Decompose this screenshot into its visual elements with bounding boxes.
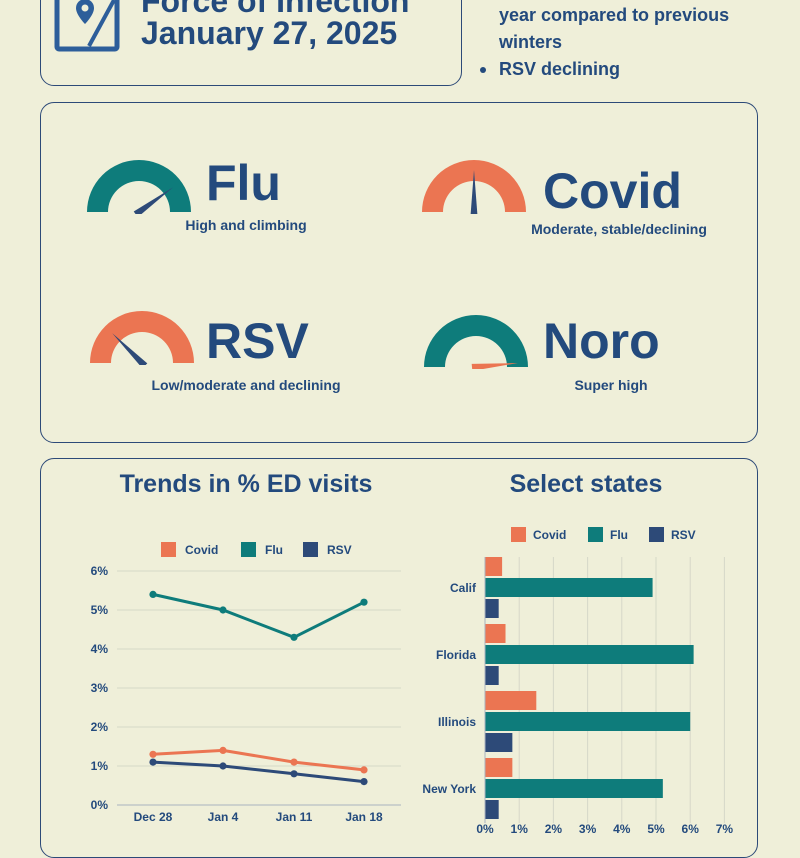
bar — [485, 758, 513, 777]
highlight-line: year compared to previous — [499, 5, 730, 25]
legend-label: Flu — [610, 528, 628, 542]
gauge-arc — [87, 160, 191, 212]
data-point — [290, 758, 298, 766]
legend-swatch — [241, 542, 256, 557]
gauge-panel: Flu High and climbing Covid Moderate, st… — [40, 102, 758, 443]
x-tick-label: Dec 28 — [134, 810, 173, 824]
y-tick-label: 5% — [91, 603, 109, 617]
data-point — [219, 762, 227, 770]
x-tick-label: 2% — [545, 822, 563, 834]
data-point — [149, 750, 157, 758]
page-title: Force of Infection — [141, 0, 410, 19]
rsv-description: Low/moderate and declining — [151, 377, 341, 393]
flu-description: High and climbing — [185, 217, 307, 233]
covid-label: Covid — [543, 163, 682, 219]
legend-swatch — [511, 527, 526, 542]
gauge-needle — [471, 363, 518, 369]
legend-label: Flu — [265, 543, 283, 557]
highlight-bullet: RSV declining — [480, 56, 780, 83]
data-point — [219, 606, 227, 614]
y-tick-label: 2% — [91, 720, 109, 734]
flu-label: Flu — [206, 155, 281, 211]
x-tick-label: 6% — [682, 822, 700, 834]
bar — [485, 599, 499, 618]
x-tick-label: 3% — [579, 822, 597, 834]
highlight-line: winters — [499, 32, 563, 52]
series-line — [152, 592, 365, 639]
x-tick-label: 7% — [716, 822, 734, 834]
x-tick-label: Jan 11 — [276, 810, 313, 824]
gauge-needle — [470, 170, 478, 214]
noro-description: Super high — [574, 377, 648, 393]
y-tick-label: 3% — [91, 681, 109, 695]
gauge-needle — [133, 187, 173, 214]
category-label: New York — [422, 782, 476, 796]
series-line — [152, 748, 365, 772]
x-tick-label: 0% — [476, 822, 494, 834]
y-tick-label: 4% — [91, 642, 109, 656]
data-point — [360, 766, 368, 774]
bar — [485, 624, 506, 643]
legend-label: Covid — [185, 543, 218, 557]
bar — [485, 733, 513, 752]
data-point — [219, 746, 227, 755]
bar — [485, 779, 663, 798]
category-label: Florida — [436, 648, 476, 662]
flu-gauge — [87, 160, 191, 214]
covid-description: Moderate, stable/declining — [531, 221, 707, 237]
line-chart: 0% 1% 2% 3% 4% 5% 6% Dec 28 Jan 4 Jan 11 Jan 18 Cov… — [91, 527, 734, 834]
legend-swatch — [303, 542, 318, 557]
legend-label: RSV — [671, 528, 696, 542]
bar — [485, 666, 499, 685]
legend-swatch — [588, 527, 603, 542]
data-point — [149, 590, 157, 599]
x-tick-label: 5% — [647, 822, 665, 834]
legend-swatch — [161, 542, 176, 557]
y-tick-label: 0% — [91, 798, 109, 812]
noro-gauge — [424, 315, 528, 369]
chart-panel: Trends in % ED visits Select states 0% 1%… — [40, 458, 758, 858]
category-label: Illinois — [438, 715, 476, 729]
legend-label: Covid — [533, 528, 566, 542]
bar — [485, 578, 653, 597]
line-chart-title: Trends in % ED visits — [119, 470, 373, 498]
y-tick-label: 1% — [91, 759, 109, 773]
bar-chart-title: Select states — [509, 470, 663, 498]
legend-swatch — [649, 527, 664, 542]
page-date: January 27, 2025 — [141, 15, 398, 51]
bar — [485, 557, 503, 576]
category-label: Calif — [450, 581, 477, 595]
gauge-needle — [112, 333, 148, 365]
map-pin-icon — [54, 0, 120, 52]
series-line — [152, 760, 365, 784]
bar — [485, 800, 499, 819]
data-point — [290, 770, 298, 778]
x-tick-label: Jan 18 — [345, 810, 383, 824]
y-tick-label: 6% — [91, 564, 109, 578]
data-point — [149, 758, 157, 766]
rsv-label: RSV — [206, 313, 309, 369]
title-card: Force of Infection January 27, 2025 — [40, 0, 462, 86]
data-point — [290, 633, 298, 641]
gauge-arc — [422, 160, 526, 212]
bar — [485, 712, 691, 731]
gauge-arc — [90, 311, 194, 363]
data-point — [360, 778, 368, 786]
rsv-gauge — [90, 311, 194, 365]
highlights: year compared to previous winters RSV de… — [480, 2, 780, 83]
data-point — [360, 598, 368, 606]
gauge-arc — [424, 315, 528, 367]
legend-label: RSV — [327, 543, 352, 557]
bar — [485, 645, 694, 664]
x-tick-label: Jan 4 — [208, 810, 239, 824]
noro-label: Noro — [543, 313, 660, 369]
x-tick-label: 1% — [511, 822, 529, 834]
x-tick-label: 4% — [613, 822, 631, 834]
bar — [485, 691, 537, 710]
covid-gauge — [422, 160, 526, 214]
